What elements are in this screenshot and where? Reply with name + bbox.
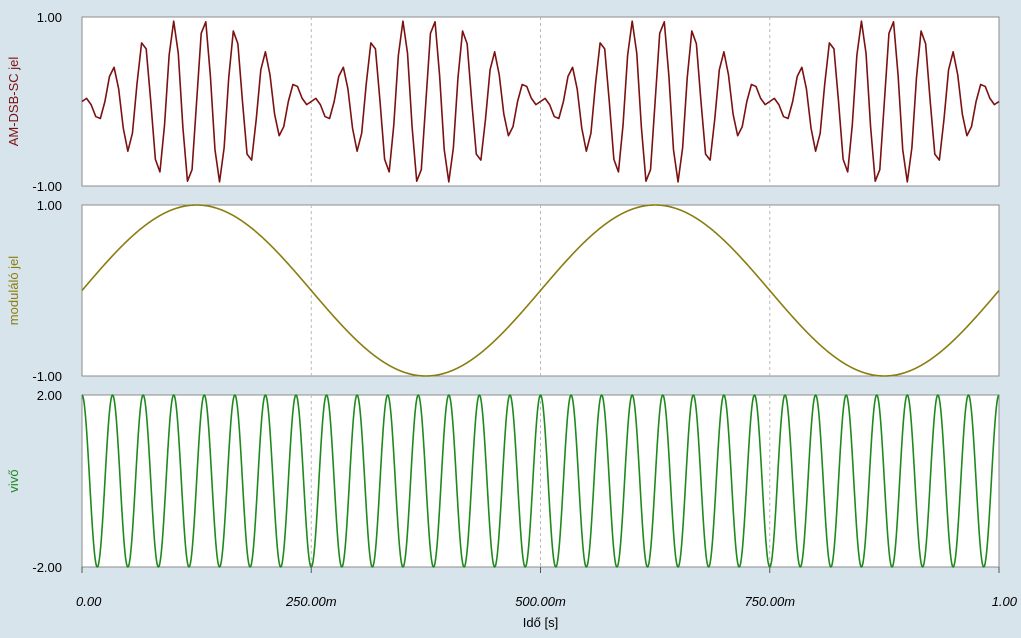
panel-modulating: 1.00 -1.00 moduláló jel	[6, 198, 1000, 384]
y-axis-label: AM-DSB-SC jel	[6, 57, 21, 147]
am-dsb-sc-series-line	[81, 20, 1000, 183]
x-tick-label: 250.00m	[285, 594, 337, 609]
x-tick-label: 500.00m	[515, 594, 566, 609]
y-tick-label-top: 2.00	[37, 388, 62, 403]
y-tick-label-bottom: -1.00	[32, 179, 62, 194]
x-tick-label: 750.00m	[744, 594, 795, 609]
y-axis-label: moduláló jel	[6, 256, 21, 325]
x-tick-label: 0.00	[76, 594, 102, 609]
y-tick-label-bottom: -2.00	[32, 560, 62, 575]
carrier-series-line	[81, 394, 1000, 568]
y-tick-label-bottom: -1.00	[32, 369, 62, 384]
y-axis-label: vivő	[6, 469, 21, 492]
y-tick-label-top: 1.00	[37, 198, 62, 213]
x-axis-label: Idő [s]	[523, 615, 558, 630]
x-axis: 0.00 250.00m 500.00m 750.00m 1.00 Idő [s…	[76, 567, 1018, 630]
panel-carrier: 2.00 -2.00 vivő	[6, 388, 1000, 575]
panel-am-dsb-sc: 1.00 -1.00 AM-DSB-SC jel	[6, 10, 1000, 194]
y-tick-label-top: 1.00	[37, 10, 62, 25]
modulating-series-line	[81, 204, 1000, 377]
x-tick-label: 1.00	[992, 594, 1018, 609]
